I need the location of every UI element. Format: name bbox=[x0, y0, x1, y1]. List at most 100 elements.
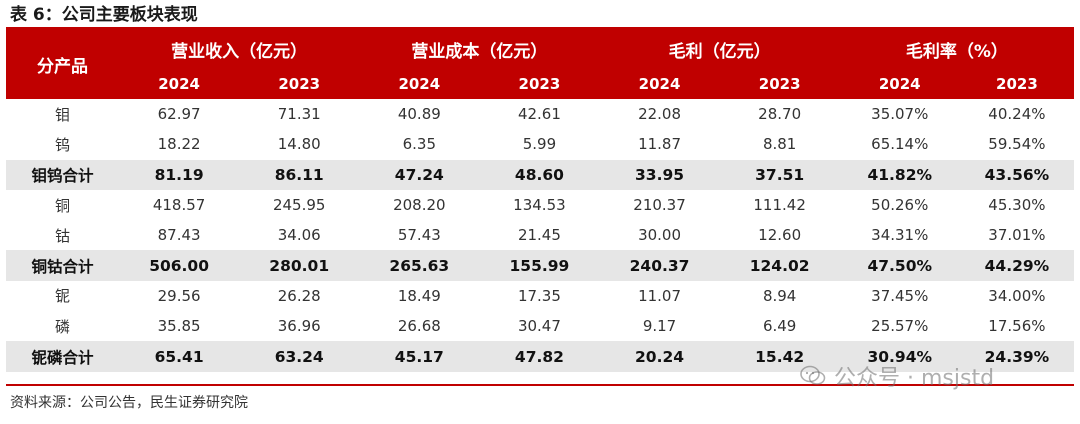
row-label: 钼 bbox=[55, 105, 71, 124]
table-cell: 25.57% bbox=[871, 317, 929, 336]
table-cell: 240.37 bbox=[599, 250, 720, 281]
revenue-group-header: 营业收入（亿元） bbox=[119, 29, 360, 69]
table-cell: 40.24% bbox=[988, 105, 1046, 124]
table-cell: 8.81 bbox=[762, 135, 797, 154]
table-cell: 506.00 bbox=[119, 250, 240, 281]
table-cell: 28.70 bbox=[758, 105, 802, 124]
table-cell: 34.31% bbox=[871, 226, 929, 245]
row-label: 钼钨合计 bbox=[6, 159, 120, 190]
table-cell: 124.02 bbox=[719, 250, 840, 281]
table-cell: 17.35 bbox=[517, 286, 561, 305]
table-cell: 57.43 bbox=[397, 226, 441, 245]
table-cell: 134.53 bbox=[513, 196, 566, 215]
table-cell: 47.82 bbox=[479, 341, 600, 372]
table-cell: 22.08 bbox=[638, 105, 682, 124]
table-row: 磷 35.85 36.96 26.68 30.47 9.17 6.49 25.57% 17.56… bbox=[6, 311, 1074, 341]
table-cell: 11.07 bbox=[638, 286, 682, 305]
table-row: 铜 418.57 245.95 208.20 134.53 210.37 111.42 50.… bbox=[6, 190, 1074, 220]
table-cell: 18.49 bbox=[397, 286, 441, 305]
table-cell: 37.45% bbox=[871, 286, 929, 305]
table-cell: 40.89 bbox=[397, 105, 441, 124]
year-header: 2023 bbox=[959, 69, 1074, 99]
table-cell: 14.80 bbox=[277, 135, 321, 154]
table-cell: 12.60 bbox=[758, 226, 802, 245]
table-cell: 29.56 bbox=[157, 286, 201, 305]
table-cell: 50.26% bbox=[871, 196, 929, 215]
table-cell: 41.82% bbox=[839, 159, 960, 190]
table-cell: 418.57 bbox=[152, 196, 206, 215]
source-note: 资料来源：公司公告，民生证券研究院 bbox=[10, 395, 248, 411]
table-cell: 47.24 bbox=[359, 159, 480, 190]
table-cell: 26.28 bbox=[277, 286, 321, 305]
gross-profit-group-header: 毛利（亿元） bbox=[599, 29, 840, 69]
year-header: 2023 bbox=[719, 69, 840, 99]
table-cell: 21.45 bbox=[517, 226, 561, 245]
table-cell: 5.99 bbox=[522, 135, 557, 154]
product-column-header: 分产品 bbox=[6, 29, 120, 99]
table-cell: 63.24 bbox=[239, 341, 360, 372]
row-label: 铜 bbox=[55, 196, 71, 215]
table-row: 铌 29.56 26.28 18.49 17.35 11.07 8.94 37.45% 34.0… bbox=[6, 281, 1074, 311]
row-label: 钨 bbox=[55, 135, 71, 154]
table-cell: 48.60 bbox=[479, 159, 600, 190]
table-cell: 45.30% bbox=[988, 196, 1046, 215]
table-cell: 86.11 bbox=[239, 159, 360, 190]
table-cell: 65.14% bbox=[871, 135, 929, 154]
table-cell: 11.87 bbox=[638, 135, 682, 154]
table-cell: 47.50% bbox=[839, 250, 960, 281]
table-title: 表 6：公司主要板块表现 bbox=[10, 5, 198, 25]
table-cell: 9.17 bbox=[642, 317, 677, 336]
table-cell: 8.94 bbox=[762, 286, 797, 305]
table-cell: 26.68 bbox=[397, 317, 441, 336]
table-body: 钼 62.97 71.31 40.89 42.61 22.08 28.70 35.07% 40.… bbox=[6, 99, 1074, 372]
table-cell: 37.01% bbox=[988, 226, 1046, 245]
year-header: 2024 bbox=[839, 69, 960, 99]
bottom-rule bbox=[6, 384, 1074, 386]
table-cell: 35.07% bbox=[871, 105, 929, 124]
table-cell: 6.49 bbox=[762, 317, 797, 336]
table-cell: 265.63 bbox=[359, 250, 480, 281]
table-cell: 6.35 bbox=[402, 135, 437, 154]
year-header: 2024 bbox=[599, 69, 720, 99]
table-cell: 45.17 bbox=[359, 341, 480, 372]
table-cell: 81.19 bbox=[119, 159, 240, 190]
table-cell: 36.96 bbox=[277, 317, 321, 336]
year-header: 2023 bbox=[239, 69, 360, 99]
table-cell: 30.47 bbox=[517, 317, 561, 336]
segment-performance-table: 分产品 营业收入（亿元） 营业成本（亿元） 毛利（亿元） 毛利率（%） 2024… bbox=[6, 29, 1074, 372]
table-cell: 18.22 bbox=[157, 135, 201, 154]
table-cell: 59.54% bbox=[988, 135, 1046, 154]
table-cell: 111.42 bbox=[753, 196, 806, 215]
table-cell: 30.00 bbox=[638, 226, 682, 245]
row-label: 铜钴合计 bbox=[6, 250, 120, 281]
table-cell: 210.37 bbox=[633, 196, 686, 215]
table-cell: 24.39% bbox=[959, 341, 1074, 372]
subtotal-row: 钼钨合计 81.19 86.11 47.24 48.60 33.95 37.51 41.82%… bbox=[6, 159, 1074, 190]
year-header: 2023 bbox=[479, 69, 600, 99]
table-cell: 43.56% bbox=[959, 159, 1074, 190]
table-cell: 44.29% bbox=[959, 250, 1074, 281]
table-cell: 155.99 bbox=[479, 250, 600, 281]
table-cell: 65.41 bbox=[119, 341, 240, 372]
year-header: 2024 bbox=[359, 69, 480, 99]
table-cell: 71.31 bbox=[277, 105, 321, 124]
row-label: 钴 bbox=[55, 226, 71, 245]
year-header: 2024 bbox=[119, 69, 240, 99]
table-cell: 42.61 bbox=[517, 105, 561, 124]
table-cell: 87.43 bbox=[157, 226, 201, 245]
gross-margin-group-header: 毛利率（%） bbox=[839, 29, 1074, 69]
table-cell: 208.20 bbox=[393, 196, 446, 215]
table-cell: 34.00% bbox=[988, 286, 1046, 305]
table-cell: 37.51 bbox=[719, 159, 840, 190]
subtotal-row: 铜钴合计 506.00 280.01 265.63 155.99 240.37 124.02… bbox=[6, 250, 1074, 281]
table-cell: 17.56% bbox=[988, 317, 1046, 336]
table-row: 钨 18.22 14.80 6.35 5.99 11.87 8.81 65.14% 59.54% bbox=[6, 129, 1074, 159]
table-row: 钴 87.43 34.06 57.43 21.45 30.00 12.60 34.31% 37.… bbox=[6, 220, 1074, 250]
table-cell: 280.01 bbox=[239, 250, 360, 281]
table-cell: 62.97 bbox=[157, 105, 201, 124]
top-rule bbox=[6, 27, 1074, 29]
row-label: 磷 bbox=[55, 317, 71, 336]
table-cell: 35.85 bbox=[157, 317, 201, 336]
subtotal-row: 铌磷合计 65.41 63.24 45.17 47.82 20.24 15.42 30.94%… bbox=[6, 341, 1074, 372]
table-cell: 245.95 bbox=[272, 196, 326, 215]
